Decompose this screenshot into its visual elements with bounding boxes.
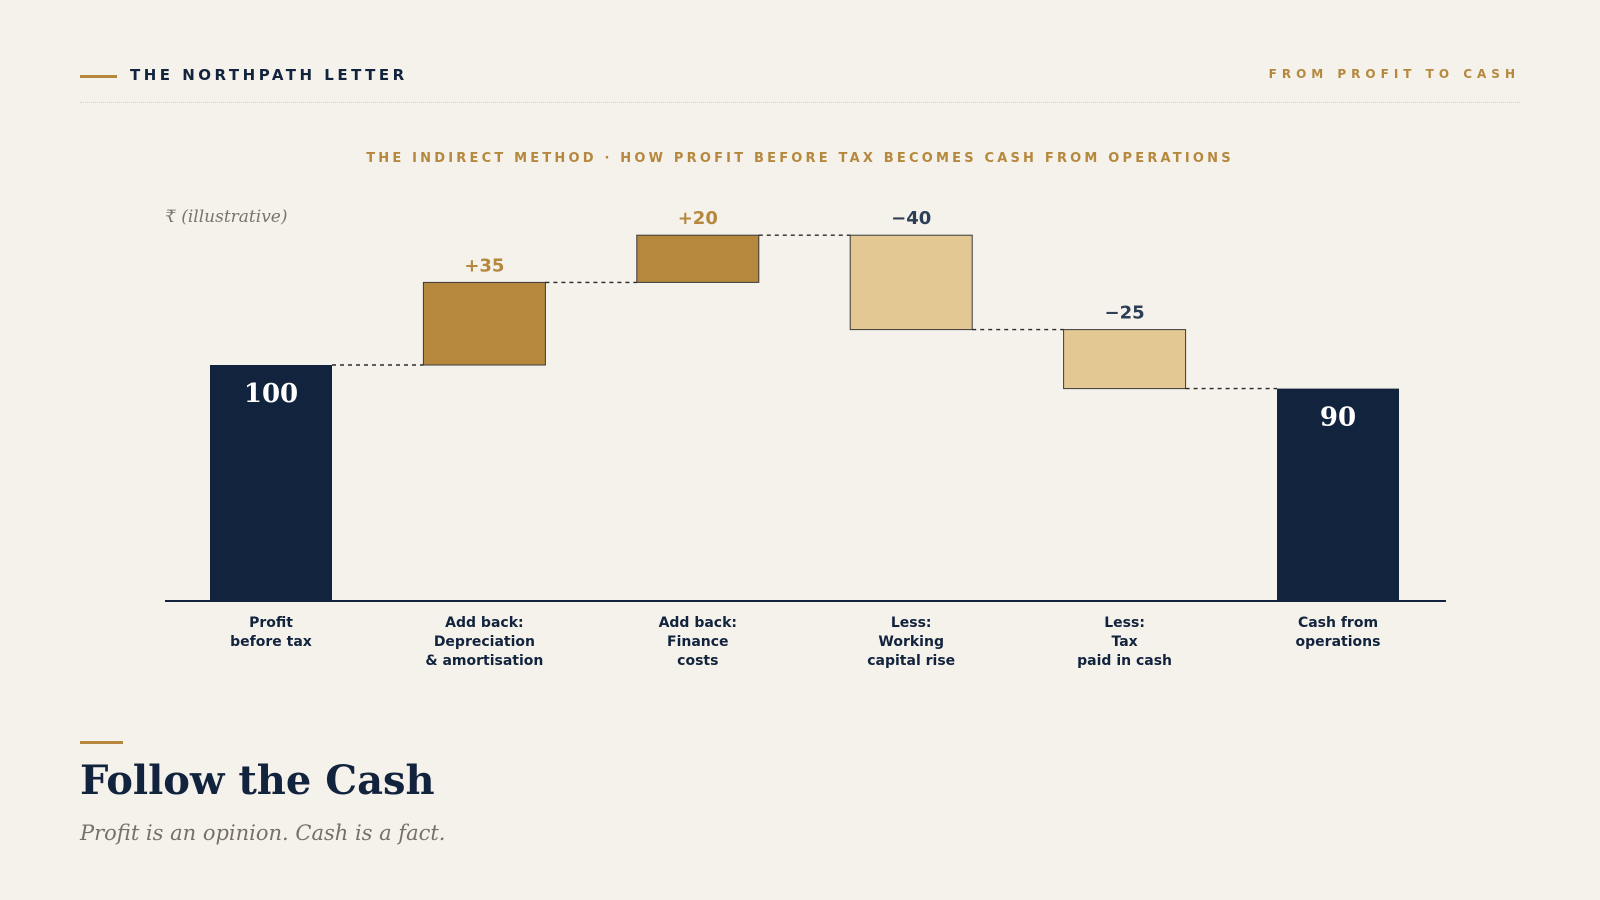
bar-6 [1277, 388, 1399, 601]
bar-4 [849, 234, 973, 331]
bar-5 [1063, 329, 1187, 390]
bar-value-label-5: −25 [1105, 303, 1145, 324]
bar-2 [422, 281, 546, 366]
category-label-5: Less: Tax paid in cash [1077, 615, 1172, 669]
bar-value-label-6: 90 [1320, 403, 1356, 433]
bar-1 [210, 365, 332, 601]
category-label-1: Profit before tax [230, 615, 312, 650]
bar-value-label-2: +35 [464, 255, 504, 276]
category-label-2: Add back: Depreciation & amortisation [425, 615, 543, 669]
category-label-6: Cash from operations [1296, 615, 1381, 650]
category-label-3: Add back: Finance costs [659, 615, 737, 669]
bar-3 [636, 234, 760, 283]
bar-value-label-4: −40 [891, 208, 931, 229]
footer-accent-rule [80, 741, 123, 744]
category-label-4: Less: Working capital rise [867, 615, 955, 669]
masthead-title: THE NORTHPATH LETTER [130, 66, 408, 84]
footer-title: Follow the Cash [80, 757, 435, 804]
waterfall-chart: ₹ (illustrative) 100 Profit before tax +35 Ad… [165, 207, 1446, 669]
masthead-tagline: FROM PROFIT TO CASH [1268, 67, 1520, 81]
masthead: THE NORTHPATH LETTER FROM PROFIT TO CASH [80, 60, 1520, 103]
footer-subtitle: Profit is an opinion. Cash is a fact. [80, 821, 446, 845]
bar-value-label-1: 100 [244, 379, 298, 409]
unit-note: ₹ (illustrative) [165, 207, 288, 227]
bar-value-label-3: +20 [678, 208, 718, 229]
chart-subtitle: THE INDIRECT METHOD · HOW PROFIT BEFORE … [366, 151, 1234, 166]
masthead-accent-rule [80, 75, 117, 78]
